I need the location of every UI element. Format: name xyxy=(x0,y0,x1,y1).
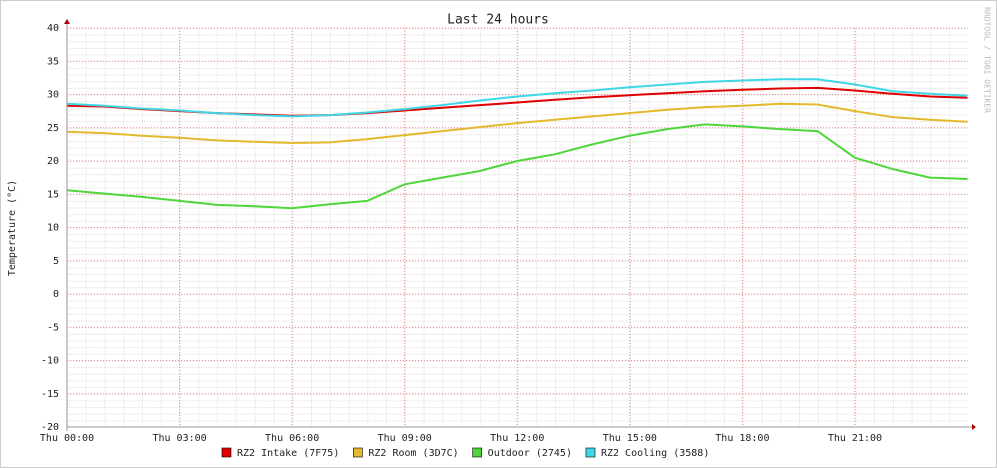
legend-swatch xyxy=(585,447,596,458)
plot xyxy=(66,27,968,428)
y-tick-label: -10 xyxy=(41,356,59,367)
legend-label: RZ2 Room (3D7C) xyxy=(368,448,458,459)
y-tick-label: -5 xyxy=(47,322,59,333)
x-tick-label: Thu 03:00 xyxy=(152,433,206,444)
watermark: RRDTOOL / TOBI OETIKER xyxy=(983,7,992,113)
y-axis-label: Temperature (°C) xyxy=(7,180,18,276)
series-line xyxy=(66,123,968,210)
y-tick-label: 5 xyxy=(53,256,59,267)
legend-swatch xyxy=(472,447,482,458)
y-tick-label: 40 xyxy=(47,23,59,34)
y-tick-label: 10 xyxy=(47,223,59,234)
x-tick-label: Thu 12:00 xyxy=(490,433,544,444)
x-tick-label: Thu 00:00 xyxy=(40,433,94,444)
y-tick-label: 20 xyxy=(47,156,59,167)
x-tick-label: Thu 06:00 xyxy=(265,433,319,444)
x-tick-label: Thu 15:00 xyxy=(603,433,657,444)
y-tick-label: 0 xyxy=(53,289,59,300)
series-line xyxy=(66,102,968,145)
series-line xyxy=(66,78,968,118)
legend-label: RZ2 Cooling (3588) xyxy=(601,448,709,459)
x-tick-label: Thu 09:00 xyxy=(378,433,432,444)
x-tick-label: Thu 21:00 xyxy=(828,433,882,444)
y-tick-label: 25 xyxy=(47,123,59,134)
legend-swatch xyxy=(221,447,232,458)
y-tick-label: 30 xyxy=(47,90,59,101)
chart-title: Last 24 hours xyxy=(447,13,549,28)
y-tick-label: -15 xyxy=(41,389,59,400)
legend-label: RZ2 Intake (7F75) xyxy=(237,448,339,459)
legend-swatch xyxy=(353,447,363,458)
y-tick-label: 35 xyxy=(47,56,59,67)
y-arrow xyxy=(64,19,70,24)
legend-label: Outdoor (2745) xyxy=(488,448,572,459)
x-arrow xyxy=(972,424,976,430)
x-tick-label: Thu 18:00 xyxy=(715,433,769,444)
y-tick-label: -20 xyxy=(41,422,59,433)
y-tick-label: 15 xyxy=(47,189,59,200)
